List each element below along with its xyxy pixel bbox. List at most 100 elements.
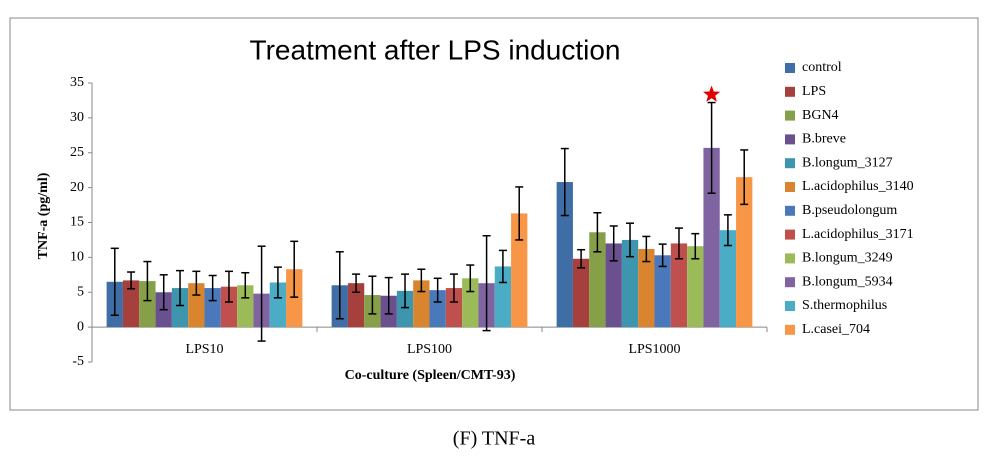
- legend-swatch: [785, 229, 795, 240]
- bar: [654, 255, 671, 328]
- bar: [445, 288, 463, 328]
- y-axis-label: TNF-a (pg/ml): [36, 172, 51, 259]
- error-bar: [352, 273, 361, 293]
- error-bar: [577, 248, 586, 269]
- legend-label: B.longum_5934: [802, 274, 893, 289]
- bar: [556, 182, 573, 328]
- bar: [347, 283, 365, 328]
- bar: [572, 258, 590, 328]
- bar: [396, 290, 414, 328]
- bar: [511, 213, 528, 328]
- bar: [719, 230, 737, 328]
- error-bar: [498, 249, 507, 284]
- error-bar: [257, 245, 266, 342]
- bar: [589, 232, 606, 328]
- bar: [220, 286, 238, 328]
- legend-swatch: [785, 110, 795, 121]
- y-tick-label: 20: [70, 180, 84, 195]
- error-bar: [466, 264, 475, 293]
- error-bar: [691, 232, 700, 260]
- bar: [462, 278, 479, 328]
- bar: [687, 246, 704, 328]
- bar: [237, 285, 254, 328]
- legend-label: LPS: [802, 84, 826, 99]
- y-tick-label: 35: [70, 75, 84, 90]
- error-bar: [290, 240, 299, 298]
- error-bar: [560, 147, 569, 217]
- legend-swatch: [785, 134, 795, 145]
- bar: [269, 282, 287, 328]
- x-axis-label: Co-culture (Spleen/CMT-93): [345, 368, 516, 383]
- error-bar: [626, 222, 635, 258]
- y-tick-label: 0: [77, 319, 84, 334]
- legend-label: B.breve: [802, 132, 846, 147]
- error-bar: [159, 274, 168, 311]
- error-bar: [176, 269, 185, 307]
- error-bar: [674, 227, 683, 260]
- bar: [286, 269, 303, 328]
- error-bar: [707, 101, 716, 194]
- bar: [736, 177, 753, 328]
- bar: [171, 288, 189, 328]
- legend-swatch: [785, 182, 795, 192]
- legend-label: control: [802, 60, 842, 75]
- legend-label: B.longum_3249: [802, 251, 893, 266]
- error-bar: [658, 243, 667, 268]
- x-tick-label: LPS1000: [628, 342, 680, 357]
- bar: [605, 243, 622, 328]
- y-tick-label: 5: [77, 284, 84, 299]
- legend-swatch: [785, 86, 795, 97]
- legend-label: L.acidophilus_3140: [802, 179, 914, 194]
- chart-frame: [9, 17, 979, 411]
- error-bar: [482, 235, 491, 332]
- legend-label: L.casei_704: [802, 322, 870, 337]
- caption: (F) TNF-a: [453, 428, 536, 450]
- legend-swatch: [785, 253, 795, 264]
- bar: [413, 280, 430, 328]
- legend-label: S.thermophilus: [802, 298, 887, 313]
- error-bar: [433, 277, 442, 303]
- bar: [122, 280, 140, 328]
- error-bar: [642, 235, 651, 263]
- error-bar: [723, 214, 732, 247]
- chart-title: Treatment after LPS induction: [250, 34, 621, 65]
- x-tick-label: LPS100: [407, 342, 452, 357]
- error-bar: [335, 251, 344, 320]
- error-bar: [127, 271, 136, 290]
- y-tick-label: 25: [70, 145, 84, 160]
- error-bar: [224, 270, 233, 303]
- error-bar: [273, 266, 282, 299]
- legend-label: L.acidophilus_3171: [802, 227, 914, 242]
- error-bar: [110, 247, 119, 317]
- legend-label: BGN4: [802, 108, 839, 123]
- legend-swatch: [785, 324, 795, 335]
- legend-swatch: [785, 277, 795, 288]
- error-bar: [368, 275, 377, 315]
- y-tick-label: -5: [72, 354, 84, 369]
- legend-swatch: [785, 63, 795, 73]
- error-bar: [241, 271, 250, 299]
- bar: [621, 239, 639, 328]
- bar: [139, 281, 156, 328]
- significance-star: [703, 85, 721, 102]
- legend-swatch: [785, 158, 795, 169]
- legend-label: B.longum_3127: [802, 155, 893, 170]
- y-tick-label: 30: [70, 110, 84, 125]
- bar: [188, 283, 205, 328]
- error-bar: [515, 186, 524, 241]
- y-tick-label: 10: [70, 250, 84, 265]
- error-bar: [593, 211, 602, 253]
- error-bar: [192, 270, 201, 296]
- error-bar: [143, 260, 152, 302]
- error-bar: [401, 273, 410, 309]
- y-tick-label: 15: [70, 215, 84, 230]
- bar: [204, 288, 221, 328]
- bar: [429, 290, 446, 328]
- bar: [494, 266, 512, 328]
- error-bar: [449, 273, 458, 303]
- error-bar: [208, 274, 217, 302]
- legend-swatch: [785, 205, 795, 216]
- legend-swatch: [785, 301, 795, 311]
